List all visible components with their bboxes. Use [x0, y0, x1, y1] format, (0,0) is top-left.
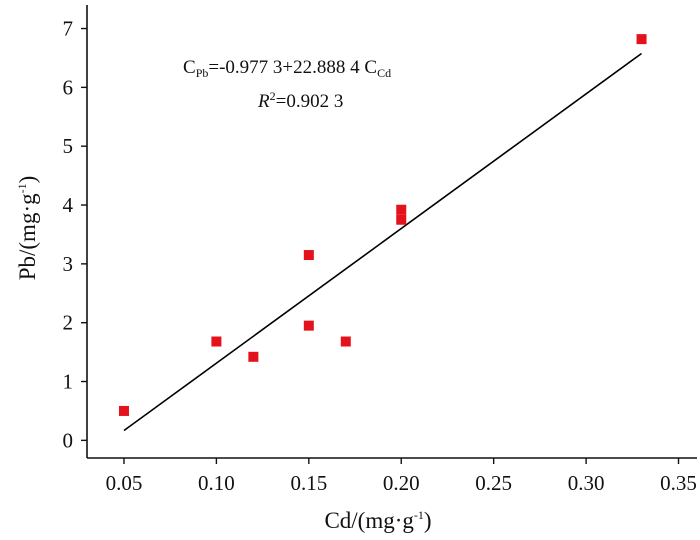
x-tick-label: 0.30 [568, 471, 605, 495]
y-tick-label: 0 [63, 428, 74, 452]
x-axis-ticks: 0.05 0.10 0.15 0.20 0.25 0.30 0.35 [106, 458, 697, 495]
y-tick-label: 5 [63, 134, 74, 158]
y-tick-label: 4 [63, 193, 74, 217]
x-tick-label: 0.05 [106, 471, 143, 495]
x-tick-label: 0.10 [198, 471, 235, 495]
r-squared-label: R2=0.902 3 [257, 89, 343, 112]
y-tick-label: 2 [63, 311, 74, 335]
equation-lhs: C [183, 57, 196, 78]
plot-frame [86, 5, 697, 459]
data-points [118, 34, 647, 416]
x-axis-title-base: Cd/(mg·g [324, 508, 414, 533]
data-point [396, 214, 407, 225]
data-point [396, 204, 407, 215]
x-tick-label: 0.25 [475, 471, 512, 495]
equation-rhs: =-0.977 3+22.888 4 C [208, 57, 377, 78]
x-axis-title-close: ) [424, 508, 432, 533]
y-axis-title: Pb/(mg·g-1) [15, 176, 40, 281]
data-point [303, 250, 314, 261]
r-squared-letter: R [257, 91, 270, 112]
x-tick-label: 0.15 [290, 471, 327, 495]
equation-lhs-subscript: Pb [196, 66, 209, 80]
y-tick-label: 3 [63, 252, 74, 276]
x-tick-label: 0.35 [660, 471, 697, 495]
data-point [636, 34, 647, 45]
y-tick-label: 7 [63, 17, 74, 41]
data-point [248, 351, 259, 362]
y-axis-title-close: ) [15, 176, 40, 184]
x-tick-label: 0.20 [383, 471, 420, 495]
y-tick-label: 6 [63, 75, 74, 99]
r-squared-superscript: 2 [270, 89, 276, 103]
data-point [340, 336, 351, 347]
x-axis-title: Cd/(mg·g-1) [324, 508, 431, 533]
r-squared-value: =0.902 3 [276, 91, 344, 112]
data-point [303, 320, 314, 331]
equation-rhs-subscript: Cd [377, 66, 391, 80]
fit-line-layer [123, 52, 643, 432]
data-point [211, 336, 222, 347]
regression-equation: CPb=-0.977 3+22.888 4 CCd [183, 57, 391, 80]
y-axis-title-superscript: -1 [15, 183, 29, 193]
data-point [118, 405, 129, 416]
y-axis-ticks: 0 1 2 3 4 5 6 7 [63, 17, 87, 452]
y-axis-title-base: Pb/(mg·g [15, 193, 40, 280]
regression-line [123, 52, 643, 432]
y-tick-label: 1 [63, 370, 74, 394]
x-axis-title-superscript: -1 [414, 508, 424, 522]
